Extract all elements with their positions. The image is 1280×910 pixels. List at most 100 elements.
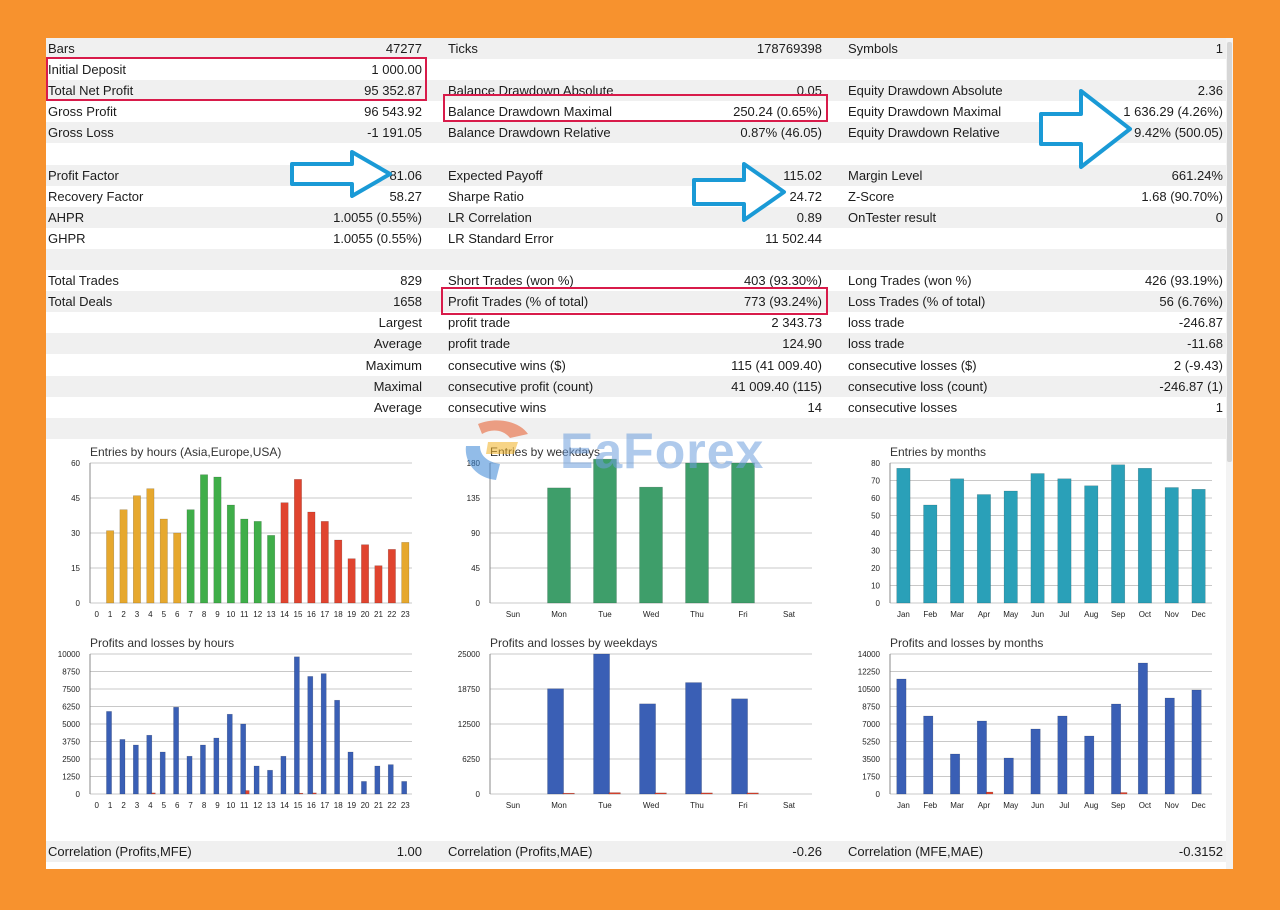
stat-label: Z-Score <box>848 188 895 204</box>
bar <box>226 504 235 604</box>
x-tick-label: 2 <box>121 801 126 810</box>
y-tick-label: 0 <box>876 790 881 799</box>
stat-label: Expected Payoff <box>448 167 543 183</box>
stat-value: 41 009.40 (115) <box>731 378 822 394</box>
stat-label: loss trade <box>848 315 905 331</box>
stats-row: Average profit trade 124.90 loss trade -11.6… <box>46 333 1226 355</box>
x-tick-label: 11 <box>240 801 249 810</box>
x-tick-label: 4 <box>148 610 153 619</box>
y-tick-label: 0 <box>76 790 81 799</box>
x-tick-label: 14 <box>280 801 289 810</box>
bar <box>976 494 991 604</box>
stat-value: 1 <box>1215 399 1223 415</box>
stat-value <box>206 418 422 439</box>
stat-value: 178769398 <box>756 41 822 56</box>
bar <box>1120 792 1128 795</box>
stat-label: Symbols <box>848 41 898 56</box>
stats-row: GHPR 1.0055 (0.55%) LR Standard Error 11 50… <box>46 228 1226 249</box>
y-tick-label: 15 <box>71 564 80 573</box>
y-tick-label: 10500 <box>858 685 881 694</box>
bar <box>280 502 289 604</box>
x-tick-label: 22 <box>387 610 396 619</box>
stat-value <box>606 249 822 270</box>
bar <box>401 781 408 795</box>
bar <box>1164 487 1179 604</box>
stat-value: 1658 <box>393 294 422 310</box>
bar <box>387 764 394 795</box>
bar <box>374 765 381 795</box>
x-tick-label: 20 <box>361 801 370 810</box>
bar <box>200 474 208 604</box>
bar <box>639 703 656 795</box>
bar <box>173 532 182 604</box>
stat-value: 250.24 (0.65%) <box>733 104 822 120</box>
y-tick-label: 25000 <box>458 650 481 659</box>
stat-label: consecutive profit (count) <box>448 378 594 394</box>
x-tick-label: 4 <box>148 801 153 810</box>
y-tick-label: 80 <box>871 459 880 468</box>
bar <box>896 468 911 604</box>
bar <box>146 734 153 795</box>
stat-label: Long Trades (won %) <box>848 273 972 289</box>
bar <box>334 699 340 795</box>
stat-label: LR Correlation <box>448 209 532 225</box>
bar <box>334 539 343 604</box>
correlation-row: Correlation (Profits,MFE) 1.00 Correlati… <box>46 841 1226 862</box>
x-tick-label: 12 <box>253 801 262 810</box>
bar <box>1191 489 1206 604</box>
stat-value <box>1006 144 1223 165</box>
x-tick-label: 6 <box>175 610 180 619</box>
bar <box>361 781 367 795</box>
x-tick-label: Thu <box>690 610 704 619</box>
y-tick-label: 1250 <box>62 773 80 782</box>
x-tick-label: 13 <box>267 801 276 810</box>
x-tick-label: Wed <box>643 801 659 810</box>
stat-value: 1 <box>1215 41 1223 56</box>
stat-value <box>206 249 422 270</box>
stat-label: Correlation (Profits,MFE) <box>48 844 192 859</box>
chart-profits-losses-by-weekdays: Profits and losses by weekdays 0 6250 1250… <box>446 632 826 814</box>
bar <box>1030 473 1045 604</box>
stat-value <box>1006 228 1223 249</box>
x-tick-label: Apr <box>978 610 991 619</box>
bar <box>312 792 317 795</box>
x-tick-label: Nov <box>1165 801 1179 810</box>
x-tick-label: Aug <box>1084 610 1098 619</box>
scrollbar-thumb[interactable] <box>1227 42 1232 462</box>
x-tick-label: 9 <box>215 610 220 619</box>
stat-label: Bars <box>48 41 75 56</box>
x-tick-label: Apr <box>978 801 991 810</box>
bar <box>896 678 907 795</box>
stats-row: Maximum consecutive wins ($) 115 (41 009.4… <box>46 355 1226 376</box>
bar <box>320 673 327 795</box>
bar <box>1164 697 1175 795</box>
x-tick-label: Sat <box>783 610 796 619</box>
bar <box>1003 490 1018 604</box>
x-tick-label: 18 <box>334 610 343 619</box>
bar <box>186 509 195 604</box>
bar <box>240 723 247 795</box>
stat-value: -0.26 <box>792 844 822 859</box>
stat-value: 2 343.73 <box>771 315 822 331</box>
bar <box>685 682 702 795</box>
bar <box>401 542 410 604</box>
stat-label: Profit Factor <box>48 167 119 183</box>
bar <box>374 565 383 604</box>
x-tick-label: Jul <box>1059 610 1069 619</box>
y-tick-label: 7500 <box>62 685 80 694</box>
x-tick-label: 7 <box>188 801 193 810</box>
x-tick-label: May <box>1003 610 1018 619</box>
bar <box>133 495 141 604</box>
stat-label: Sharpe Ratio <box>448 188 524 204</box>
x-tick-label: Sun <box>506 610 520 619</box>
stats-row <box>46 417 1226 439</box>
stat-label: OnTester result <box>848 209 937 225</box>
stat-value: 115.02 <box>783 167 822 183</box>
bar <box>562 792 575 795</box>
bar <box>1057 478 1072 604</box>
y-tick-label: 18750 <box>458 685 481 694</box>
stat-label: AHPR <box>48 209 85 225</box>
stat-value: -246.87 <box>1178 315 1223 331</box>
stat-value: Maximal <box>373 378 422 394</box>
